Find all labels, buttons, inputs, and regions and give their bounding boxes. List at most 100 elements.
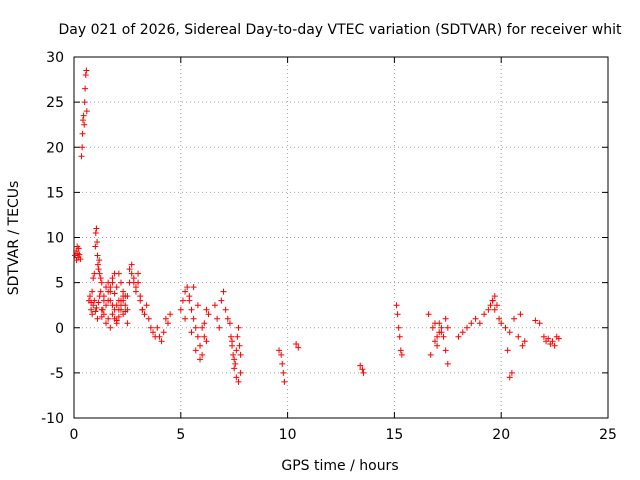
data-point	[186, 293, 193, 300]
data-point	[188, 306, 195, 313]
data-point	[431, 338, 438, 345]
data-point	[76, 251, 83, 258]
data-point	[147, 324, 154, 331]
data-point	[82, 72, 89, 79]
data-point	[80, 112, 87, 119]
data-point	[141, 311, 148, 318]
data-point	[79, 117, 86, 124]
data-point	[233, 374, 240, 381]
data-point	[464, 324, 471, 331]
data-point	[201, 320, 208, 327]
data-point	[96, 270, 103, 277]
data-point	[194, 302, 201, 309]
data-point	[89, 288, 96, 295]
data-point	[293, 340, 300, 347]
data-point	[82, 85, 89, 92]
data-point	[214, 315, 221, 322]
data-point	[237, 351, 244, 358]
data-point	[496, 315, 503, 322]
data-points	[72, 67, 562, 385]
data-point	[94, 315, 101, 322]
data-point	[504, 347, 511, 354]
data-point	[227, 333, 234, 340]
data-point	[111, 306, 118, 313]
data-point	[218, 297, 225, 304]
data-point	[182, 315, 189, 322]
data-point	[98, 279, 105, 286]
x-tick-label: 5	[176, 427, 185, 443]
data-point	[145, 315, 152, 322]
data-point	[113, 302, 120, 309]
data-point	[190, 315, 197, 322]
data-point	[485, 306, 492, 313]
y-tick-label: 10	[46, 231, 64, 247]
data-point	[438, 324, 445, 331]
data-point	[177, 306, 184, 313]
data-point	[94, 252, 101, 259]
data-point	[111, 290, 118, 297]
data-point	[93, 304, 100, 311]
data-point	[79, 130, 86, 137]
y-tick-label: 15	[46, 185, 64, 201]
x-tick-label: 10	[279, 427, 297, 443]
data-point	[436, 329, 443, 336]
y-tick-label: 5	[55, 276, 64, 292]
data-point	[511, 315, 518, 322]
data-point	[164, 320, 171, 327]
data-point	[90, 302, 97, 309]
data-point	[515, 333, 522, 340]
data-point	[396, 333, 403, 340]
data-point	[150, 329, 157, 336]
data-point	[135, 270, 142, 277]
data-point	[203, 306, 210, 313]
data-point	[532, 317, 539, 324]
data-point	[502, 324, 509, 331]
data-point	[117, 279, 124, 286]
data-point	[109, 279, 116, 286]
data-point	[97, 275, 104, 282]
data-point	[232, 360, 239, 367]
data-point	[97, 288, 104, 295]
data-point	[160, 329, 167, 336]
data-point	[237, 369, 244, 376]
data-point	[220, 288, 227, 295]
data-point	[137, 297, 144, 304]
data-point	[222, 306, 229, 313]
data-point	[281, 378, 288, 385]
data-point	[199, 351, 206, 358]
data-point	[233, 347, 240, 354]
data-point	[455, 333, 462, 340]
data-point	[442, 347, 449, 354]
data-point	[444, 324, 451, 331]
data-point	[100, 293, 107, 300]
data-point	[98, 306, 105, 313]
data-point	[440, 333, 447, 340]
data-point	[94, 261, 101, 268]
data-point	[235, 324, 242, 331]
data-point	[395, 324, 402, 331]
data-point	[487, 302, 494, 309]
data-point	[77, 256, 84, 263]
data-point	[519, 342, 526, 349]
x-tick-label: 25	[599, 427, 617, 443]
data-point	[167, 311, 174, 318]
data-point	[536, 320, 543, 327]
y-tick-label: 20	[46, 140, 64, 156]
data-point	[91, 270, 98, 277]
data-point	[95, 266, 102, 273]
data-point	[444, 360, 451, 367]
data-point	[199, 324, 206, 331]
data-point	[508, 369, 515, 376]
data-point	[429, 324, 436, 331]
data-point	[216, 324, 223, 331]
data-point	[205, 311, 212, 318]
data-point	[493, 302, 500, 309]
data-point	[91, 297, 98, 304]
data-point	[398, 351, 405, 358]
data-point	[397, 347, 404, 354]
data-point	[158, 338, 165, 345]
y-axis-label: SDTVAR / TECUs	[6, 181, 22, 296]
data-point	[224, 315, 231, 322]
data-point	[235, 378, 242, 385]
